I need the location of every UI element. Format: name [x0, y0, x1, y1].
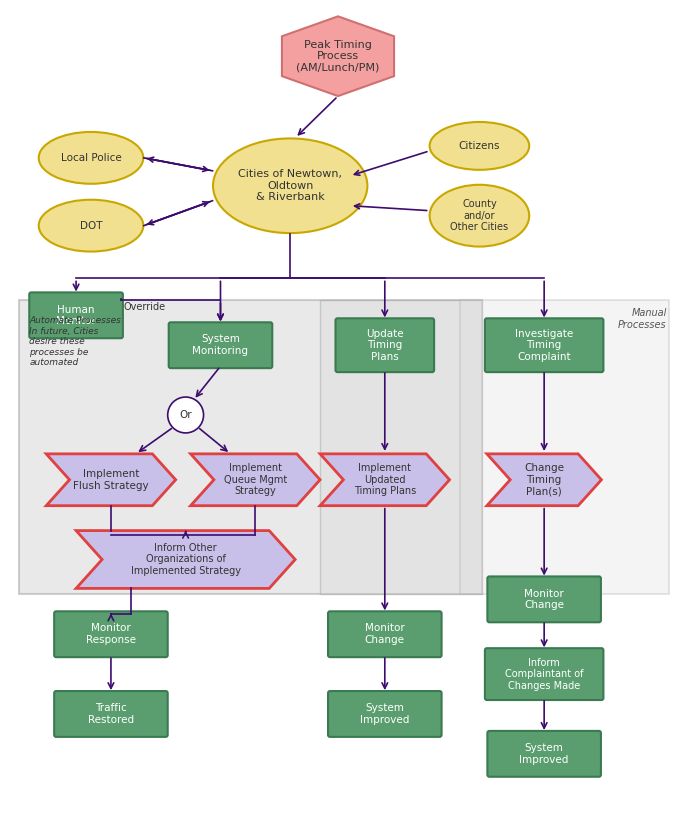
Text: System
Improved: System Improved [519, 743, 569, 764]
Circle shape [168, 397, 204, 433]
Polygon shape [46, 454, 175, 506]
Ellipse shape [39, 200, 144, 251]
Ellipse shape [430, 185, 529, 246]
FancyBboxPatch shape [328, 691, 441, 737]
FancyBboxPatch shape [54, 612, 168, 657]
FancyBboxPatch shape [169, 323, 272, 368]
FancyBboxPatch shape [320, 300, 483, 594]
Text: Or: Or [179, 410, 192, 420]
FancyBboxPatch shape [336, 319, 434, 372]
Ellipse shape [213, 139, 368, 233]
Text: Implement
Flush Strategy: Implement Flush Strategy [73, 469, 149, 491]
Text: Peak Timing
Process
(AM/Lunch/PM): Peak Timing Process (AM/Lunch/PM) [297, 39, 380, 73]
Text: Investigate
Timing
Complaint: Investigate Timing Complaint [515, 328, 573, 362]
FancyBboxPatch shape [487, 731, 601, 777]
Text: Inform
Complaintant of
Changes Made: Inform Complaintant of Changes Made [505, 658, 584, 690]
FancyBboxPatch shape [20, 300, 483, 594]
FancyBboxPatch shape [328, 612, 441, 657]
Text: Change
Timing
Plan(s): Change Timing Plan(s) [524, 463, 564, 497]
Text: County
and/or
Other Cities: County and/or Other Cities [450, 199, 508, 232]
Text: System
Monitoring: System Monitoring [192, 334, 248, 356]
Text: Traffic
Restored: Traffic Restored [88, 703, 134, 725]
Text: Update
Timing
Plans: Update Timing Plans [366, 328, 403, 362]
FancyBboxPatch shape [485, 319, 603, 372]
Text: DOT: DOT [80, 221, 102, 231]
Ellipse shape [430, 122, 529, 170]
FancyBboxPatch shape [485, 649, 603, 700]
Text: Override: Override [124, 302, 166, 312]
Text: Monitor
Change: Monitor Change [524, 589, 564, 610]
Text: Human
Monitor: Human Monitor [56, 305, 96, 326]
Text: Local Police: Local Police [61, 153, 121, 163]
Text: Monitor
Change: Monitor Change [365, 623, 405, 645]
FancyBboxPatch shape [54, 691, 168, 737]
Text: Cities of Newtown,
Oldtown
& Riverbank: Cities of Newtown, Oldtown & Riverbank [238, 169, 342, 202]
Ellipse shape [39, 132, 144, 184]
Text: Monitor
Response: Monitor Response [86, 623, 136, 645]
Text: Implement
Queue Mgmt
Strategy: Implement Queue Mgmt Strategy [223, 463, 287, 497]
Polygon shape [76, 530, 295, 589]
Text: System
Improved: System Improved [360, 703, 410, 725]
Text: Manual
Processes: Manual Processes [618, 309, 667, 330]
Polygon shape [487, 454, 601, 506]
Text: Citizens: Citizens [459, 141, 500, 151]
FancyBboxPatch shape [29, 292, 123, 338]
FancyBboxPatch shape [460, 300, 669, 594]
FancyBboxPatch shape [487, 576, 601, 622]
Polygon shape [320, 454, 450, 506]
Text: Inform Other
Organizations of
Implemented Strategy: Inform Other Organizations of Implemente… [131, 543, 240, 576]
Text: Implement
Updated
Timing Plans: Implement Updated Timing Plans [353, 463, 416, 497]
Polygon shape [282, 16, 394, 96]
Text: Automate Processes
In future, Cities
desire these
processes be
automated: Automate Processes In future, Cities des… [29, 316, 121, 367]
Polygon shape [191, 454, 320, 506]
